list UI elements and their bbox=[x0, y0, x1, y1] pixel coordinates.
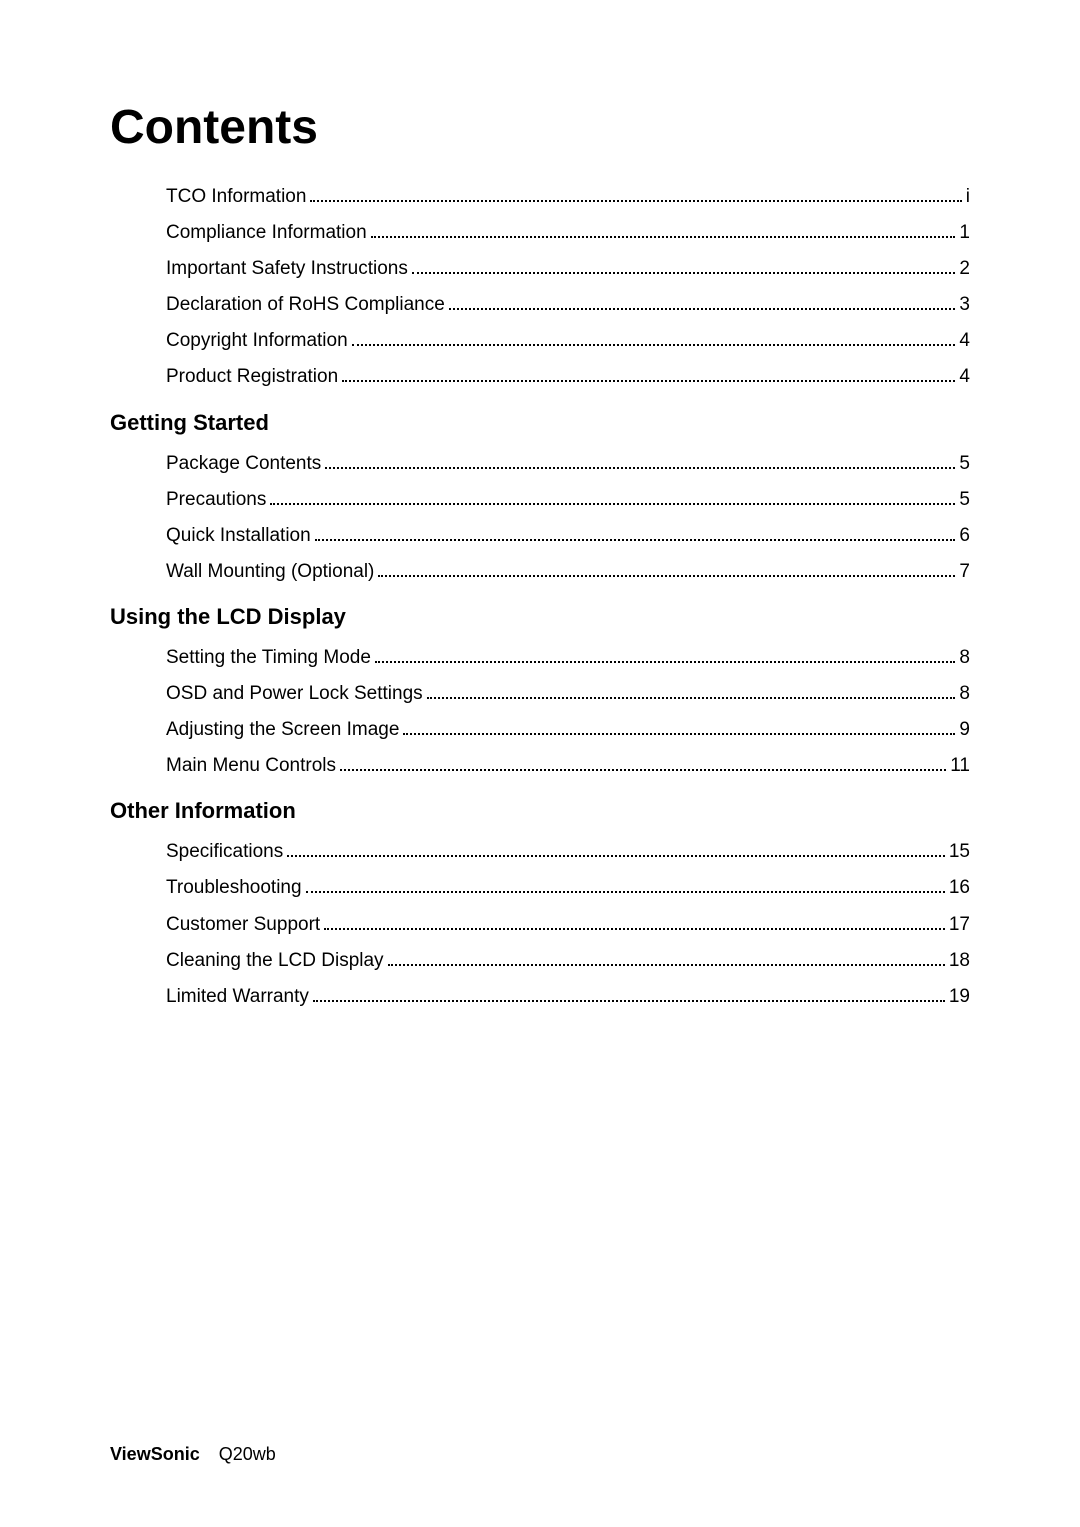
toc-dot-leader bbox=[270, 503, 955, 505]
toc-entry-label: Declaration of RoHS Compliance bbox=[166, 287, 445, 323]
toc-entry: Wall Mounting (Optional) 7 bbox=[166, 554, 970, 590]
toc-entry-label: Important Safety Instructions bbox=[166, 251, 408, 287]
toc-entry-label: Precautions bbox=[166, 482, 266, 518]
toc-entry-label: Compliance Information bbox=[166, 215, 367, 251]
toc-entry-label: Troubleshooting bbox=[166, 870, 302, 906]
toc-dot-leader bbox=[378, 575, 955, 577]
toc-entry-page: 5 bbox=[959, 482, 970, 518]
toc-entry: Main Menu Controls 11 bbox=[166, 748, 970, 784]
toc-entry-page: 2 bbox=[959, 251, 970, 287]
toc-dot-leader bbox=[340, 769, 946, 771]
toc-entry-page: 3 bbox=[959, 287, 970, 323]
toc-entry: Package Contents 5 bbox=[166, 446, 970, 482]
toc-entry-label: Adjusting the Screen Image bbox=[166, 712, 399, 748]
toc-dot-leader bbox=[412, 272, 956, 274]
toc-entry-page: i bbox=[966, 179, 970, 215]
toc-entry-page: 17 bbox=[949, 907, 970, 943]
toc-entry-page: 19 bbox=[949, 979, 970, 1015]
toc-dot-leader bbox=[375, 661, 956, 663]
section-heading: Getting Started bbox=[110, 410, 970, 436]
toc-dot-leader bbox=[287, 855, 945, 857]
toc-entry-page: 5 bbox=[959, 446, 970, 482]
toc-entry-label: Customer Support bbox=[166, 907, 320, 943]
toc-entry: Specifications 15 bbox=[166, 834, 970, 870]
toc-entry: Important Safety Instructions 2 bbox=[166, 251, 970, 287]
toc-entry-label: Setting the Timing Mode bbox=[166, 640, 371, 676]
toc-entry-label: Specifications bbox=[166, 834, 283, 870]
toc-entry-page: 8 bbox=[959, 640, 970, 676]
toc-entry: Limited Warranty 19 bbox=[166, 979, 970, 1015]
section-heading: Using the LCD Display bbox=[110, 604, 970, 630]
toc-entry: Setting the Timing Mode 8 bbox=[166, 640, 970, 676]
toc-entry: Compliance Information 1 bbox=[166, 215, 970, 251]
toc-entry-page: 7 bbox=[959, 554, 970, 590]
toc-dot-leader bbox=[352, 344, 956, 346]
toc-dot-leader bbox=[310, 200, 961, 202]
toc-entry-page: 1 bbox=[959, 215, 970, 251]
footer-brand: ViewSonic bbox=[110, 1444, 200, 1464]
toc-entry-label: Package Contents bbox=[166, 446, 321, 482]
toc-entry: Product Registration 4 bbox=[166, 359, 970, 395]
section-heading: Other Information bbox=[110, 798, 970, 824]
toc-entry: Adjusting the Screen Image 9 bbox=[166, 712, 970, 748]
toc-dot-leader bbox=[342, 380, 955, 382]
toc-entry-label: Main Menu Controls bbox=[166, 748, 336, 784]
toc-dot-leader bbox=[325, 467, 955, 469]
toc-list: TCO Information iCompliance Information … bbox=[110, 179, 970, 396]
toc-entry-page: 4 bbox=[959, 359, 970, 395]
toc-list: Package Contents 5Precautions 5Quick Ins… bbox=[110, 446, 970, 590]
toc-entry-label: Cleaning the LCD Display bbox=[166, 943, 384, 979]
toc-entry: Troubleshooting 16 bbox=[166, 870, 970, 906]
toc-entry-label: Quick Installation bbox=[166, 518, 311, 554]
toc-dot-leader bbox=[315, 539, 956, 541]
page-title: Contents bbox=[110, 100, 970, 155]
toc-entry: Precautions 5 bbox=[166, 482, 970, 518]
toc-dot-leader bbox=[306, 891, 945, 893]
toc-entry-page: 8 bbox=[959, 676, 970, 712]
toc-list: Setting the Timing Mode 8OSD and Power L… bbox=[110, 640, 970, 784]
toc-entry-page: 6 bbox=[959, 518, 970, 554]
toc-entry-page: 9 bbox=[959, 712, 970, 748]
toc-dot-leader bbox=[403, 733, 955, 735]
toc-entry: Copyright Information 4 bbox=[166, 323, 970, 359]
toc-container: TCO Information iCompliance Information … bbox=[110, 179, 970, 1015]
toc-dot-leader bbox=[449, 308, 956, 310]
toc-entry-label: OSD and Power Lock Settings bbox=[166, 676, 423, 712]
toc-entry: OSD and Power Lock Settings 8 bbox=[166, 676, 970, 712]
toc-dot-leader bbox=[427, 697, 956, 699]
toc-entry-label: Limited Warranty bbox=[166, 979, 309, 1015]
footer-model: Q20wb bbox=[219, 1444, 276, 1464]
toc-entry-label: Product Registration bbox=[166, 359, 338, 395]
toc-entry-page: 4 bbox=[959, 323, 970, 359]
toc-dot-leader bbox=[313, 1000, 945, 1002]
toc-dot-leader bbox=[324, 928, 945, 930]
toc-entry-label: Copyright Information bbox=[166, 323, 348, 359]
toc-entry-label: Wall Mounting (Optional) bbox=[166, 554, 374, 590]
toc-dot-leader bbox=[371, 236, 956, 238]
toc-entry-page: 15 bbox=[949, 834, 970, 870]
toc-entry-label: TCO Information bbox=[166, 179, 306, 215]
toc-dot-leader bbox=[388, 964, 945, 966]
toc-entry: Customer Support 17 bbox=[166, 907, 970, 943]
toc-entry-page: 11 bbox=[950, 748, 970, 784]
toc-entry: TCO Information i bbox=[166, 179, 970, 215]
toc-entry: Cleaning the LCD Display 18 bbox=[166, 943, 970, 979]
toc-entry-page: 16 bbox=[949, 870, 970, 906]
toc-entry: Declaration of RoHS Compliance 3 bbox=[166, 287, 970, 323]
toc-entry: Quick Installation 6 bbox=[166, 518, 970, 554]
toc-list: Specifications 15Troubleshooting 16Custo… bbox=[110, 834, 970, 1014]
footer: ViewSonic Q20wb bbox=[110, 1444, 276, 1465]
toc-entry-page: 18 bbox=[949, 943, 970, 979]
